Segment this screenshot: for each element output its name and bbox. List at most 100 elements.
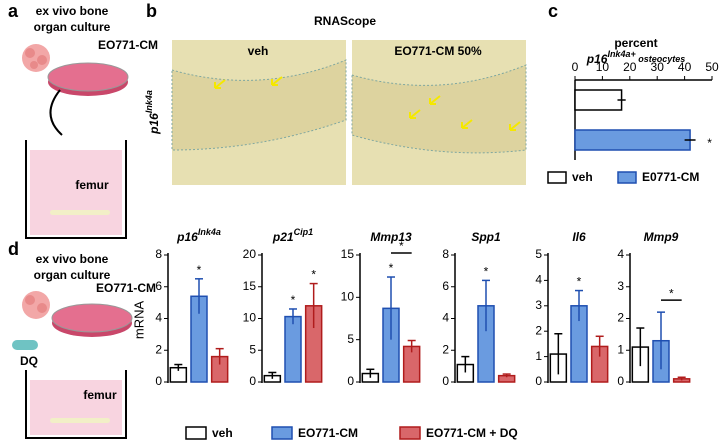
arrow-marker [461,119,473,129]
title: Mmp13 [370,230,412,244]
beaker [25,140,127,239]
title-part: Il6 [572,230,586,244]
title: p16Ink4a [176,227,221,244]
significance: * [669,286,674,300]
bar [284,315,302,383]
dish [51,303,133,337]
superscript: osteocytes [636,54,686,64]
chart-title: percent [614,36,657,50]
legend-label: EO771-CM + DQ [426,426,518,440]
cells [22,291,50,319]
arrow-marker [271,76,283,86]
title-part: Mmp9 [644,230,679,244]
label: femur [83,388,117,402]
micrograph [171,40,347,185]
y-tick-label: 0 [617,374,624,388]
panel-letter: d [8,239,19,259]
y-tick-label: 4 [155,311,162,325]
title-part: Mmp13 [370,230,412,244]
arrow-marker [409,109,421,119]
y-tick-label: 15 [243,279,257,293]
bar [574,89,623,111]
y-tick-label: 2 [442,342,449,356]
arrow-marker [429,95,441,105]
legend-label: veh [572,170,593,184]
beaker [25,370,127,439]
y-tick-label: 10 [243,311,257,325]
legend-swatch [547,171,567,184]
dish [47,62,129,96]
y-tick-label: 5 [347,332,354,346]
x-tick-label: 50 [705,60,719,74]
y-tick-label: 0 [347,374,354,388]
y-tick-label: 4 [535,273,542,287]
arrow [49,89,63,136]
diagram-title: ex vivo bone [36,4,109,18]
significance: * [291,293,296,307]
y-tick-label: 2 [535,323,542,337]
title: Spp1 [471,230,501,244]
title-part: p16 [586,52,608,66]
femur-icon [50,210,110,215]
panel-letter: b [146,1,157,21]
y-tick-label: 1 [535,349,542,363]
label: DQ [20,354,38,368]
y-tick-label: 5 [249,342,256,356]
image-label: EO771-CM 50% [394,44,482,58]
y-tick-label: 6 [442,279,449,293]
superscript: Ink4a+ [607,49,636,59]
significance: * [577,275,582,289]
x-tick-label: 10 [596,60,610,74]
arrow-marker [509,121,521,131]
superscript: Cip1 [294,227,314,237]
x-tick-label: 30 [651,60,665,74]
significance: * [389,261,394,275]
title-part: Spp1 [471,230,501,244]
x-tick-label: 20 [623,60,637,74]
legend-swatch [271,426,293,440]
diagram-title: organ culture [34,268,111,282]
title: p16Ink4a [144,90,161,135]
title: p21Cip1 [272,227,313,244]
arrow-marker [214,79,226,89]
y-tick-label: 0 [535,374,542,388]
label: EO771-CM [96,281,156,295]
title: p16Ink4a+ osteocytes [586,49,686,66]
title: Mmp9 [644,230,679,244]
y-tick-label: 0 [249,374,256,388]
significance: * [311,268,316,282]
significance: * [399,239,404,253]
label: EO771-CM [98,38,158,52]
panel-letter: c [548,1,558,21]
legend-label: veh [212,426,233,440]
title-part: p21 [272,230,294,244]
significance: * [484,265,489,279]
legend-swatch [399,426,421,440]
femur-icon [50,418,110,423]
cells [22,44,50,72]
x-tick-label: 40 [678,60,692,74]
title-part: p16 [176,230,198,244]
y-tick-label: 3 [535,298,542,312]
title: Il6 [572,230,586,244]
y-tick-label: 0 [442,374,449,388]
y-tick-label: 6 [155,279,162,293]
superscript: Ink4a [198,227,221,237]
y-tick-label: 2 [617,311,624,325]
drug-icon [12,340,38,350]
legend-label: EO771-CM [298,426,358,440]
y-tick-label: 2 [155,342,162,356]
panel-letter: a [8,1,19,21]
bar [574,129,691,151]
y-tick-label: 20 [243,247,257,261]
y-tick-label: 0 [155,374,162,388]
diagram-title: ex vivo bone [36,252,109,266]
significance: * [707,136,712,150]
legend-swatch [185,426,207,440]
y-tick-label: 10 [341,290,355,304]
significance: * [197,263,202,277]
x-tick-label: 0 [572,60,579,74]
micrograph [351,40,527,185]
title-part: p16 [147,113,161,135]
